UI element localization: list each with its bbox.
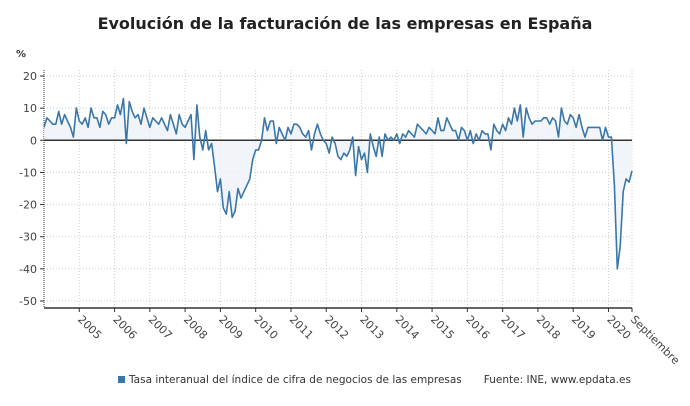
- x-tick-label: 2007: [146, 313, 175, 342]
- x-tick-label: 2016: [463, 313, 492, 342]
- x-tick-label: 2012: [322, 313, 351, 342]
- y-axis-unit: %: [16, 49, 26, 60]
- x-tick-label: 2008: [181, 313, 210, 342]
- x-tick-label: 2013: [357, 313, 386, 342]
- x-tick-label: 2020: [604, 313, 633, 342]
- x-tick-label: Septiembre: [628, 313, 682, 367]
- x-tick-label: 2010: [252, 313, 281, 342]
- y-tick-label: -40: [19, 263, 37, 276]
- x-tick-label: 2018: [534, 313, 563, 342]
- x-tick-label: 2009: [216, 313, 245, 342]
- x-tick-label: 2011: [287, 313, 316, 342]
- y-tick-label: 10: [23, 102, 37, 115]
- legend-swatch: [118, 376, 125, 383]
- chart-title: Evolución de la facturación de las empre…: [97, 14, 593, 33]
- legend-label: Tasa interanual del índice de cifra de n…: [129, 374, 462, 386]
- y-tick-label: 0: [30, 134, 37, 147]
- y-tick-label: -50: [19, 295, 37, 308]
- x-tick-label: 2017: [499, 313, 528, 342]
- x-tick-label: 2006: [110, 313, 139, 342]
- y-tick-label: -20: [19, 199, 37, 212]
- source-text: Fuente: INE, www.epdata.es: [483, 374, 631, 386]
- x-tick-label: 2015: [428, 313, 457, 342]
- y-tick-label: 20: [23, 70, 37, 83]
- y-tick-label: -10: [19, 166, 37, 179]
- legend: Tasa interanual del índice de cifra de n…: [118, 374, 631, 386]
- x-tick-label: 2014: [393, 313, 422, 342]
- y-tick-label: -30: [19, 231, 37, 244]
- x-tick-label: 2005: [75, 313, 104, 342]
- x-tick-label: 2019: [569, 313, 598, 342]
- series-area: [44, 98, 632, 269]
